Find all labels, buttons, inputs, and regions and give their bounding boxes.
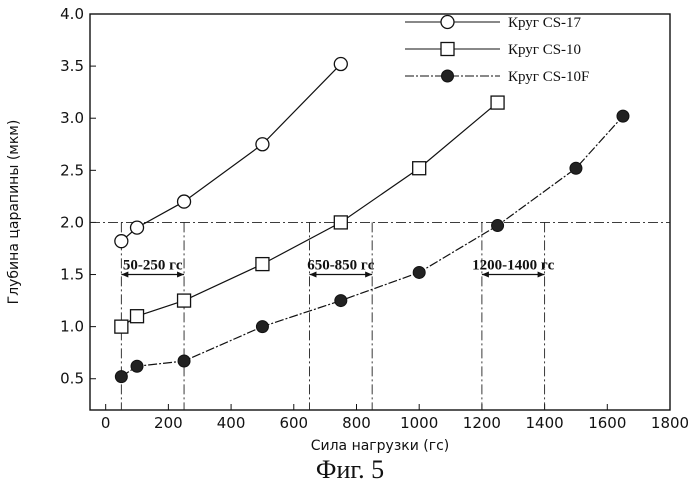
data-point [176,194,192,209]
annotation-arrowhead [481,271,489,278]
data-point [616,109,630,123]
chart: 0 200 400 600 800 1000 1200 1400 1600 1800 0.5 1.0 1… [6,5,689,454]
data-point [569,161,583,175]
x-tick-label: 600 [279,414,308,432]
data-point [129,309,145,324]
series-line-1 [120,63,342,242]
annotation-arrowhead [537,271,545,278]
annotation-arrowhead [309,271,317,278]
data-point [114,370,128,384]
data-point [334,294,348,308]
data-point [255,320,269,334]
y-tick-label: 0.5 [60,370,84,388]
legend-marker [441,69,454,83]
y-tick-label: 3.5 [60,57,84,75]
x-tick-label: 200 [154,414,183,432]
x-tick-label: 1600 [588,414,626,432]
x-axis-label: Сила нагрузки (гс) [311,438,450,454]
data-point [130,359,144,373]
y-tick-label: 4.0 [60,5,84,23]
x-tick-label: 1800 [651,414,689,432]
legend-label: Круг CS-10F [508,69,589,85]
y-axis-label: Глубина царапины (мкм) [6,120,22,305]
y-tick-label: 2.5 [60,161,84,179]
data-point [333,56,348,72]
y-tick-label: 1.5 [60,266,84,284]
data-point [176,293,192,308]
data-point [412,161,427,176]
annotation-label: 50-250 гс [123,258,183,274]
data-point [491,219,505,233]
annotation-label: 1200-1400 гс [472,258,555,274]
data-point [177,354,191,368]
annotation-label: 650-850 гс [307,258,375,274]
x-tick-label: 400 [217,414,246,432]
series-line-3 [121,115,624,378]
x-tick-label: 0 [101,414,111,432]
legend-marker [440,41,455,57]
data-point [333,215,348,230]
plot-frame [89,13,671,411]
y-tick-label: 2.0 [60,213,84,231]
legend-marker [440,14,455,30]
data-point [255,137,270,152]
legend-label: Круг CS-10 [508,42,581,58]
data-point [255,256,270,272]
x-tick-label: 800 [342,414,371,432]
data-point [114,319,129,334]
data-point [129,220,145,235]
x-tick-label: 1400 [526,414,564,432]
legend-label: Круг CS-17 [508,15,582,31]
data-point [114,234,129,249]
x-tick-label: 1000 [400,414,438,432]
figure-caption: Фиг. 5 [315,455,385,484]
annotation-arrowhead [177,271,185,278]
x-tick-label: 1200 [463,414,501,432]
y-tick-label: 1.0 [60,318,84,336]
series-line-2 [121,102,498,328]
data-point [412,265,426,279]
y-tick-label: 3.0 [60,109,84,127]
data-point [490,95,505,110]
annotation-arrowhead [365,271,373,278]
annotation-arrowhead [121,271,129,278]
